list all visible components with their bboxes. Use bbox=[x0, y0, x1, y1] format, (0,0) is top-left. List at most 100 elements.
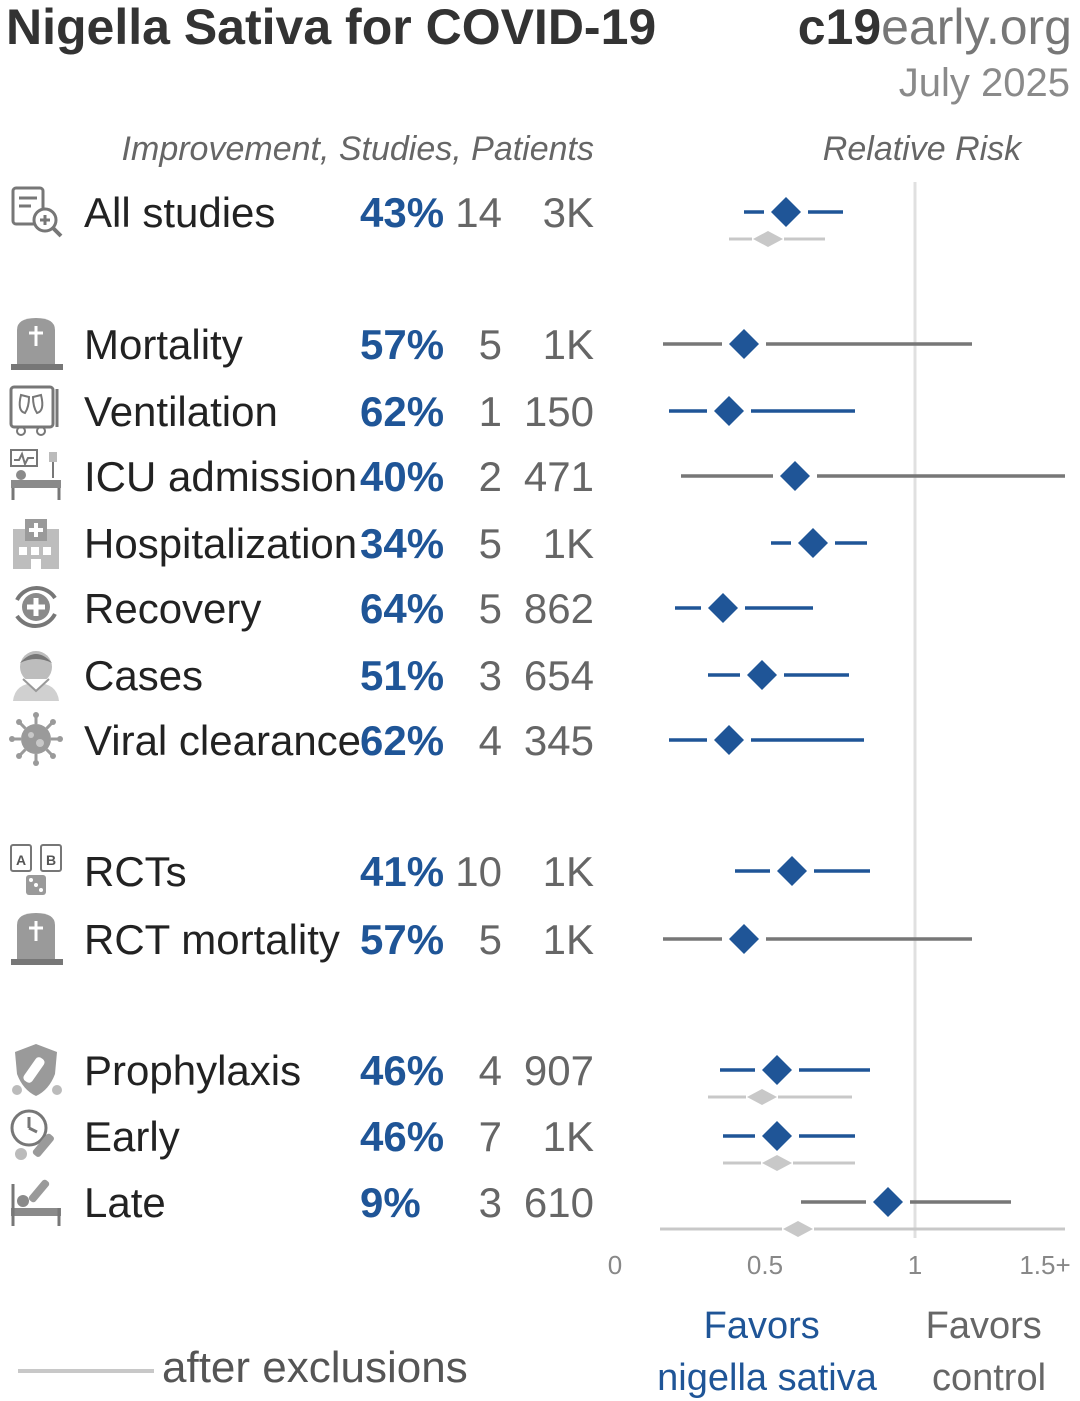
brand-logo: c19early.org bbox=[798, 0, 1072, 55]
row-label: All studies bbox=[84, 189, 275, 236]
improvement-value: 43% bbox=[360, 189, 444, 236]
ventilator-icon bbox=[9, 385, 59, 436]
studies-count: 3 bbox=[479, 1179, 502, 1226]
row-label: Hospitalization bbox=[84, 520, 357, 567]
publication-date: July 2025 bbox=[899, 61, 1070, 105]
page-title: Nigella Sativa for COVID-19 bbox=[6, 0, 656, 55]
brand-early: early bbox=[881, 0, 989, 55]
patients-count: 1K bbox=[543, 321, 594, 368]
row-label: RCT mortality bbox=[84, 916, 340, 963]
improvement-value: 57% bbox=[360, 321, 444, 368]
row-label: Early bbox=[84, 1113, 180, 1160]
columns-header: Improvement, Studies, Patients bbox=[122, 130, 594, 168]
patients-count: 345 bbox=[524, 717, 594, 764]
patients-count: 907 bbox=[524, 1047, 594, 1094]
improvement-value: 46% bbox=[360, 1113, 444, 1160]
patients-count: 1K bbox=[543, 848, 594, 895]
improvement-value: 51% bbox=[360, 652, 444, 699]
studies-count: 2 bbox=[479, 453, 502, 500]
forest-row: A B RCTs 41% 10 1K bbox=[10, 844, 870, 895]
forest-row: Cases 51% 3 654 bbox=[13, 651, 849, 701]
point-estimate-marker bbox=[762, 1055, 792, 1085]
studies-count: 7 bbox=[479, 1113, 502, 1160]
icu-bed-icon bbox=[10, 449, 61, 500]
row-label: Prophylaxis bbox=[84, 1047, 301, 1094]
exclusion-estimate-marker bbox=[753, 231, 783, 247]
point-estimate-marker bbox=[708, 593, 738, 623]
exclusion-estimate-marker bbox=[783, 1221, 813, 1237]
brand-org: .org bbox=[986, 0, 1072, 55]
patients-count: 1K bbox=[543, 1113, 594, 1160]
forest-row: Early 46% 7 1K bbox=[10, 1109, 855, 1171]
x-tick-label: 0 bbox=[608, 1250, 622, 1280]
forest-row: Recovery 64% 5 862 bbox=[15, 585, 813, 632]
row-label: Recovery bbox=[84, 585, 261, 632]
forest-row: ICU admission 40% 2 471 bbox=[10, 449, 1065, 500]
studies-count: 5 bbox=[479, 321, 502, 368]
row-label: Ventilation bbox=[84, 388, 278, 435]
row-label: Cases bbox=[84, 652, 203, 699]
x-tick-label: 1 bbox=[908, 1250, 922, 1280]
point-estimate-marker bbox=[714, 725, 744, 755]
forest-row: Hospitalization 34% 5 1K bbox=[13, 519, 867, 569]
point-estimate-marker bbox=[777, 856, 807, 886]
patients-count: 3K bbox=[543, 189, 594, 236]
point-estimate-marker bbox=[771, 197, 801, 227]
patient-bed-syringe-icon bbox=[11, 1179, 61, 1226]
sick-person-icon bbox=[13, 651, 59, 701]
patients-count: 610 bbox=[524, 1179, 594, 1226]
forest-row: Late 9% 3 610 bbox=[11, 1179, 1065, 1237]
point-estimate-marker bbox=[780, 461, 810, 491]
improvement-value: 64% bbox=[360, 585, 444, 632]
forest-row: Mortality 57% 5 1K bbox=[11, 318, 972, 370]
studies-count: 3 bbox=[479, 652, 502, 699]
point-estimate-marker bbox=[798, 528, 828, 558]
favors-control-line1: Favors bbox=[926, 1305, 1042, 1347]
x-tick-label: 0.5 bbox=[747, 1250, 783, 1280]
point-estimate-marker bbox=[729, 924, 759, 954]
row-label: Late bbox=[84, 1179, 166, 1226]
forest-row: Prophylaxis 46% 4 907 bbox=[12, 1044, 870, 1105]
clock-syringe-icon bbox=[10, 1109, 54, 1160]
patients-count: 1K bbox=[543, 520, 594, 567]
favors-control-line2: control bbox=[932, 1357, 1046, 1399]
x-axis: 0 0.5 1 1.5+ bbox=[608, 1250, 1071, 1280]
patients-count: 654 bbox=[524, 652, 594, 699]
svg-text:A: A bbox=[16, 852, 26, 868]
studies-count: 14 bbox=[455, 189, 502, 236]
patients-count: 471 bbox=[524, 453, 594, 500]
studies-count: 5 bbox=[479, 916, 502, 963]
studies-count: 10 bbox=[455, 848, 502, 895]
forest-row: Ventilation 62% 1 150 bbox=[9, 385, 855, 436]
exclusion-estimate-marker bbox=[762, 1155, 792, 1171]
point-estimate-marker bbox=[762, 1121, 792, 1151]
row-label: RCTs bbox=[84, 848, 187, 895]
improvement-value: 9% bbox=[360, 1179, 421, 1226]
improvement-value: 34% bbox=[360, 520, 444, 567]
favors-nigella-label: Favors nigella sativa bbox=[657, 1305, 878, 1399]
point-estimate-marker bbox=[729, 329, 759, 359]
point-estimate-marker bbox=[747, 660, 777, 690]
recovery-cycle-icon bbox=[15, 586, 57, 628]
point-estimate-marker bbox=[873, 1187, 903, 1217]
svg-text:B: B bbox=[46, 852, 56, 868]
studies-count: 5 bbox=[479, 585, 502, 632]
patients-count: 150 bbox=[524, 388, 594, 435]
improvement-value: 57% bbox=[360, 916, 444, 963]
favors-nigella-line1: Favors bbox=[704, 1305, 820, 1347]
forest-row: All studies 43% 14 3K bbox=[11, 186, 843, 247]
patients-count: 1K bbox=[543, 916, 594, 963]
studies-count: 4 bbox=[479, 1047, 502, 1094]
improvement-value: 62% bbox=[360, 388, 444, 435]
patients-count: 862 bbox=[524, 585, 594, 632]
x-tick-label: 1.5+ bbox=[1019, 1250, 1070, 1280]
improvement-value: 41% bbox=[360, 848, 444, 895]
brand-c19: c19 bbox=[798, 0, 881, 55]
studies-count: 4 bbox=[479, 717, 502, 764]
row-label: ICU admission bbox=[84, 453, 357, 500]
studies-count: 5 bbox=[479, 520, 502, 567]
